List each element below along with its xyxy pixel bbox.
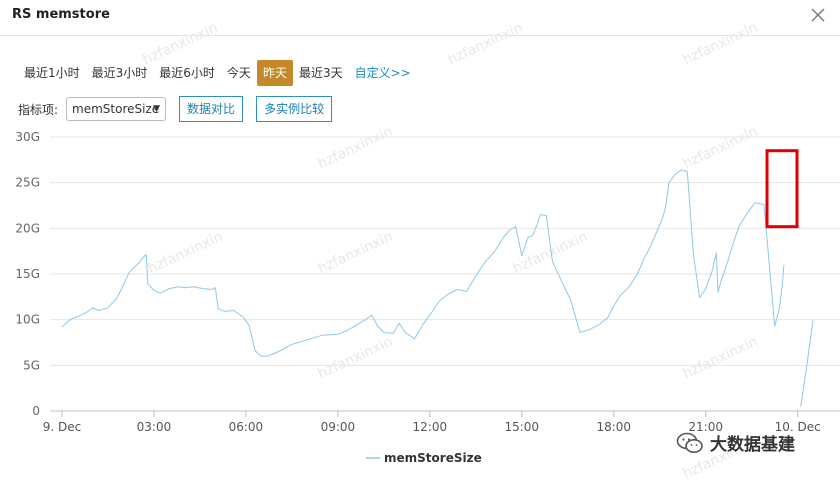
x-tick-label: 21:00 <box>688 420 723 434</box>
x-tick-label: 15:00 <box>504 420 539 434</box>
range-custom-link[interactable]: 自定义>> <box>354 66 411 80</box>
series-line-continuation <box>800 319 814 407</box>
metric-selector-row: 指标项: memStoreSize ▼ 数据对比 多实例比较 <box>18 96 345 122</box>
y-tick-label: 5G <box>23 358 40 372</box>
x-tick-label: 03:00 <box>137 420 172 434</box>
y-tick-label: 25G <box>15 176 40 190</box>
legend-label: memStoreSize <box>384 451 482 465</box>
brand-mark: 大数据基建 <box>676 430 795 455</box>
y-tick-label: 15G <box>15 267 40 281</box>
time-range-selector: 最近1小时 最近3小时 最近6小时 今天 昨天 最近3天 自定义>> <box>18 60 417 86</box>
series-line <box>61 169 785 357</box>
caret-down-icon: ▼ <box>153 104 161 114</box>
memstore-line-chart: 0 5G 10G 15G 20G 25G 30G 9. Dec 03:00 06:00 09:00 1… <box>15 130 840 465</box>
range-today[interactable]: 今天 <box>226 66 251 80</box>
range-last-6h[interactable]: 最近6小时 <box>159 66 215 80</box>
range-last-1h[interactable]: 最近1小时 <box>24 66 80 80</box>
y-tick-label: 30G <box>15 130 40 144</box>
metric-select[interactable]: memStoreSize ▼ <box>66 97 167 121</box>
x-tick-label: 18:00 <box>596 420 631 434</box>
y-tick-label: 0 <box>32 404 40 418</box>
metric-select-value: memStoreSize <box>72 102 160 116</box>
x-tick-label: 10. Dec <box>775 420 821 434</box>
brand-text: 大数据基建 <box>710 435 795 455</box>
multi-instance-compare-button[interactable]: 多实例比较 <box>256 96 333 122</box>
close-icon[interactable] <box>808 5 828 25</box>
x-tick-label: 06:00 <box>229 420 264 434</box>
y-tick-label: 20G <box>15 221 40 235</box>
x-tick-label: 12:00 <box>413 420 448 434</box>
x-tick-label: 9. Dec <box>43 420 81 434</box>
dialog-titlebar: RS memstore <box>0 0 840 36</box>
wechat-icon <box>676 432 703 453</box>
y-tick-label: 10G <box>15 313 40 327</box>
range-last-3h[interactable]: 最近3小时 <box>91 66 148 80</box>
dialog-title: RS memstore <box>12 7 110 22</box>
x-tick-label: 09:00 <box>321 420 356 434</box>
data-compare-button[interactable]: 数据对比 <box>179 96 244 122</box>
metric-label: 指标项: <box>18 102 59 117</box>
highlight-box <box>765 149 799 229</box>
range-last-3d[interactable]: 最近3天 <box>298 66 343 80</box>
range-yesterday[interactable]: 昨天 <box>256 60 293 86</box>
